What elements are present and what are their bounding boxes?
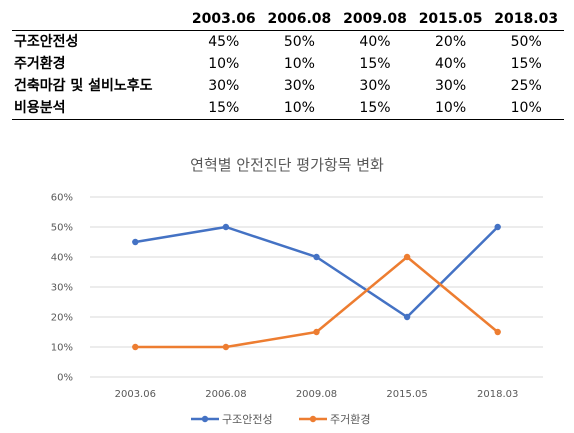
row-label: 건축마감 및 설비노후도 — [14, 78, 153, 94]
table-cell: 20% — [435, 34, 467, 50]
table-cell: 45% — [208, 34, 240, 50]
column-header: 2018.03 — [488, 8, 564, 31]
table-row: 건축마감 및 설비노후도 30% 30% 30% 30% 25% — [12, 75, 564, 97]
column-header: 2015.05 — [412, 8, 489, 31]
data-point — [313, 253, 320, 261]
y-tick-label: 10% — [51, 343, 73, 354]
data-table: 2003.06 2006.08 2009.08 2015.05 2018.03 … — [12, 8, 564, 120]
table-cell: 30% — [435, 78, 467, 94]
y-tick-label: 60% — [51, 193, 73, 204]
row-label: 구조안전성 — [14, 34, 79, 50]
table-row: 비용분석 15% 10% 15% 10% 10% — [12, 97, 564, 120]
x-tick-label: 2009.08 — [296, 389, 337, 400]
y-tick-label: 50% — [51, 223, 73, 234]
table-cell: 15% — [510, 56, 542, 72]
table-cell: 10% — [261, 97, 338, 120]
chart-title: 연혁별 안전진단 평가항목 변화 — [190, 156, 384, 174]
data-point — [222, 223, 230, 231]
table-cell: 40% — [359, 34, 391, 50]
data-point — [313, 328, 320, 336]
column-header: 2003.06 — [186, 8, 262, 31]
data-point — [132, 238, 139, 246]
chart-legend: 구조안전성 주거환경 — [191, 413, 370, 426]
data-point — [132, 343, 139, 351]
table-cell: 10% — [488, 97, 564, 120]
data-point — [494, 223, 501, 231]
table-cell: 50% — [510, 34, 542, 50]
data-point — [403, 313, 411, 321]
line-chart: 연혁별 안전진단 평가항목 변화 0% 10% 20% 30% 40% 50% 60% 20… — [51, 156, 543, 426]
table-cell: 15% — [337, 97, 413, 120]
y-tick-label: 30% — [51, 283, 73, 294]
series-line — [135, 225, 499, 319]
x-tick-label: 2006.08 — [205, 389, 246, 400]
data-point — [403, 253, 411, 261]
chart-gridlines — [90, 196, 543, 378]
table-row: 구조안전성 45% 50% 40% 20% 50% — [12, 31, 564, 54]
table-cell: 30% — [208, 78, 240, 94]
y-tick-label: 40% — [51, 253, 73, 264]
table-cell: 40% — [435, 56, 467, 72]
x-tick-label: 2003.06 — [115, 389, 156, 400]
legend-label: 주거환경 — [330, 413, 370, 426]
table-cell: 15% — [186, 97, 262, 120]
table-corner-cell — [12, 8, 186, 31]
table-cell: 10% — [412, 97, 489, 120]
data-point — [494, 328, 501, 336]
table-cell: 25% — [510, 78, 542, 94]
x-axis-labels: 2003.06 2006.08 2009.08 2015.05 2018.03 — [115, 389, 519, 400]
table-cell: 30% — [359, 78, 391, 94]
table-cell: 50% — [283, 34, 315, 50]
chart-series — [132, 223, 501, 351]
row-label: 주거환경 — [14, 56, 66, 72]
legend-label: 구조안전성 — [222, 413, 273, 426]
table-cell: 30% — [283, 78, 315, 94]
table-cell: 10% — [208, 56, 240, 72]
x-tick-label: 2015.05 — [386, 389, 427, 400]
y-tick-label: 20% — [51, 313, 73, 324]
y-axis-labels: 0% 10% 20% 30% 40% 50% 60% — [51, 193, 73, 384]
y-tick-label: 0% — [57, 373, 73, 384]
column-header: 2009.08 — [337, 8, 413, 31]
column-header: 2006.08 — [261, 8, 338, 31]
data-point — [222, 343, 230, 351]
table-cell: 15% — [359, 56, 391, 72]
x-tick-label: 2018.03 — [477, 389, 518, 400]
legend-point-marker — [309, 415, 317, 423]
legend-point-marker — [201, 415, 209, 423]
series-group — [132, 223, 501, 321]
table-cell: 10% — [283, 56, 315, 72]
row-label: 비용분석 — [12, 97, 186, 120]
table-row: 주거환경 10% 10% 15% 40% 15% — [12, 53, 564, 75]
series-group — [132, 253, 501, 351]
table-header-row: 2003.06 2006.08 2009.08 2015.05 2018.03 — [12, 8, 564, 31]
data-table-container: 2003.06 2006.08 2009.08 2015.05 2018.03 … — [12, 8, 564, 120]
